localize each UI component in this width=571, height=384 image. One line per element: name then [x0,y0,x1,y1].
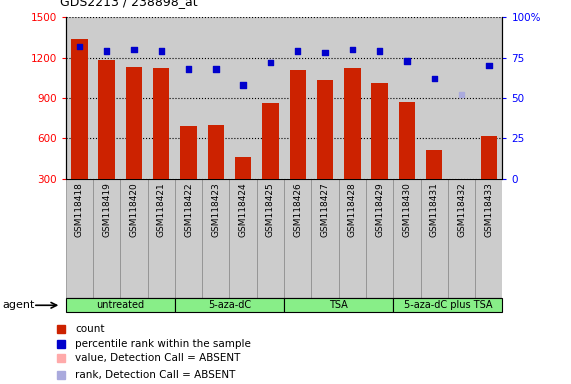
Bar [366,179,393,298]
Bar [421,179,448,298]
Text: percentile rank within the sample: percentile rank within the sample [75,339,251,349]
Bar [399,102,415,179]
Bar [426,151,443,179]
Bar [393,179,421,298]
Bar [180,126,196,179]
Text: GSM118426: GSM118426 [293,182,302,237]
Text: untreated: untreated [96,300,144,310]
Text: count: count [75,324,104,334]
Bar [71,39,87,179]
Bar [175,179,202,298]
Bar [317,81,333,179]
Point [211,66,220,72]
Bar [208,125,224,179]
Point [348,46,357,53]
Text: GSM118422: GSM118422 [184,182,193,237]
Point [403,58,412,64]
Text: GSM118419: GSM118419 [102,182,111,237]
Bar [448,179,475,298]
Text: GSM118431: GSM118431 [430,182,439,237]
Text: GSM118427: GSM118427 [320,182,329,237]
Text: GSM118420: GSM118420 [130,182,138,237]
Text: GSM118428: GSM118428 [348,182,357,237]
Bar [475,179,502,298]
Point [156,48,166,54]
Text: GDS2213 / 238898_at: GDS2213 / 238898_at [60,0,198,8]
Point [320,50,329,56]
Text: GSM118423: GSM118423 [211,182,220,237]
Bar [230,179,257,298]
Bar [147,179,175,298]
Text: GSM118424: GSM118424 [239,182,248,237]
Point [266,60,275,66]
Bar [371,83,388,179]
Bar [339,179,366,298]
FancyBboxPatch shape [393,298,502,312]
Text: GSM118425: GSM118425 [266,182,275,237]
Text: 5-aza-dC: 5-aza-dC [208,300,251,310]
Point [375,48,384,54]
Point [457,92,466,98]
Text: GSM118421: GSM118421 [156,182,166,237]
Point [293,48,302,54]
Bar [344,68,360,179]
Text: GSM118432: GSM118432 [457,182,466,237]
Bar [284,179,311,298]
Text: GSM118433: GSM118433 [484,182,493,237]
Text: TSA: TSA [329,300,348,310]
Text: rank, Detection Call = ABSENT: rank, Detection Call = ABSENT [75,369,236,380]
Bar [289,70,306,179]
FancyBboxPatch shape [284,298,393,312]
Bar [453,179,470,183]
Point [102,48,111,54]
Bar [66,179,93,298]
FancyBboxPatch shape [175,298,284,312]
Bar [311,179,339,298]
Point [75,43,84,50]
Bar [262,103,279,179]
FancyBboxPatch shape [66,298,175,312]
Bar [126,67,142,179]
Text: agent: agent [3,300,35,310]
Bar [202,179,230,298]
Text: GSM118418: GSM118418 [75,182,84,237]
Bar [153,68,170,179]
Point [484,63,493,69]
Bar [120,179,147,298]
Text: value, Detection Call = ABSENT: value, Detection Call = ABSENT [75,353,240,364]
Text: GSM118429: GSM118429 [375,182,384,237]
Bar [93,179,120,298]
Bar [257,179,284,298]
Point [239,82,248,88]
Bar [235,157,251,179]
Bar [481,136,497,179]
Point [130,46,139,53]
Text: 5-aza-dC plus TSA: 5-aza-dC plus TSA [404,300,492,310]
Text: GSM118430: GSM118430 [403,182,412,237]
Point [184,66,193,72]
Bar [98,60,115,179]
Point [429,76,439,82]
